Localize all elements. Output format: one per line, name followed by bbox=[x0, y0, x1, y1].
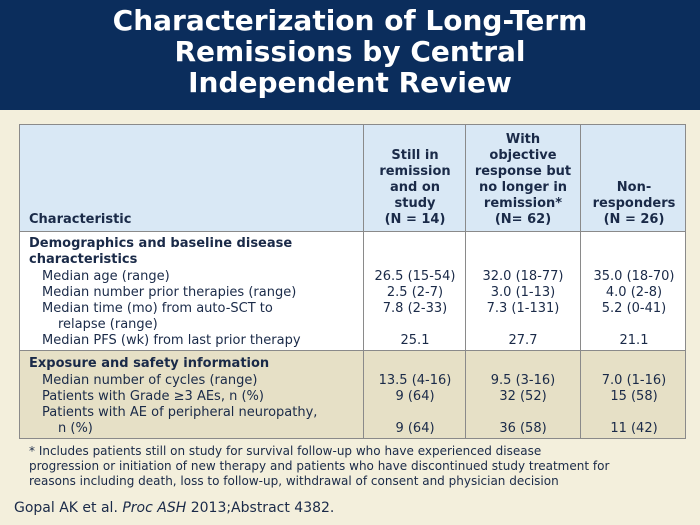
cell-value: 15 (58) bbox=[610, 389, 658, 404]
cell-value: 32.0 (18-77) bbox=[482, 269, 564, 284]
col1-header-line: Still in bbox=[391, 148, 439, 163]
col2-header-line: (N= 62) bbox=[494, 212, 552, 227]
col2-header-line: response but bbox=[474, 164, 572, 179]
cell-value: 9 (64) bbox=[395, 421, 435, 436]
title-line-3: Independent Review bbox=[188, 66, 512, 99]
footnote-line: * Includes patients still on study for s… bbox=[29, 444, 542, 458]
section-exposure-safety bbox=[20, 351, 685, 438]
row-label-neuropathy: Patients with AE of peripheral neuropath… bbox=[42, 405, 318, 420]
row-label-cycles: Median number of cycles (range) bbox=[42, 373, 258, 388]
col2-header-line: objective bbox=[489, 148, 557, 163]
cell-value: 9.5 (3-16) bbox=[490, 373, 556, 388]
footnote-line: progression or initiation of new therapy… bbox=[29, 459, 610, 473]
column-divider bbox=[580, 125, 581, 438]
col-header-still-in-remission: Still in remission and on study (N = 14) bbox=[365, 148, 465, 228]
slide-title: Characterization of Long-Term Remissions… bbox=[0, 5, 700, 98]
col3-header-line: (N = 26) bbox=[603, 212, 665, 227]
cell-value: 25.1 bbox=[400, 333, 430, 348]
col-header-non-responders: Non- responders (N = 26) bbox=[582, 180, 686, 228]
row-label-prior-therapies: Median number prior therapies (range) bbox=[42, 285, 297, 300]
footnote-line: reasons including death, loss to follow-… bbox=[29, 474, 559, 488]
section-title-line: Demographics and baseline disease bbox=[29, 236, 293, 251]
cell-value: 7.0 (1-16) bbox=[601, 373, 667, 388]
col1-header-line: (N = 14) bbox=[384, 212, 446, 227]
cell-value: 7.3 (1-131) bbox=[486, 301, 560, 316]
cell-value: 26.5 (15-54) bbox=[374, 269, 456, 284]
row-label-time-to-relapse-cont: relapse (range) bbox=[58, 317, 158, 332]
cell-value: 13.5 (4-16) bbox=[378, 373, 452, 388]
col-header-objective-response: With objective response but no longer in… bbox=[466, 132, 580, 228]
citation: Gopal AK et al. Proc ASH 2013;Abstract 4… bbox=[14, 500, 334, 517]
column-divider bbox=[465, 125, 466, 438]
cell-value: 27.7 bbox=[508, 333, 538, 348]
col3-header-line: responders bbox=[592, 196, 676, 211]
column-divider bbox=[363, 125, 364, 438]
title-line-1: Characterization of Long-Term bbox=[112, 4, 588, 37]
cell-value: 7.8 (2-33) bbox=[382, 301, 448, 316]
section-demographics bbox=[20, 232, 685, 351]
col2-header-line: remission* bbox=[483, 196, 563, 211]
row-label-time-to-relapse: Median time (mo) from auto-SCT to bbox=[42, 301, 273, 316]
row-label-grade3-aes: Patients with Grade ≥3 AEs, n (%) bbox=[42, 389, 264, 404]
col1-header-line: and on bbox=[389, 180, 441, 195]
cell-value: 5.2 (0-41) bbox=[601, 301, 667, 316]
col1-header-line: remission bbox=[379, 164, 451, 179]
col3-header-line: Non- bbox=[616, 180, 652, 195]
cell-value: 21.1 bbox=[619, 333, 649, 348]
section-title-exposure: Exposure and safety information bbox=[29, 356, 270, 371]
cell-value: 32 (52) bbox=[499, 389, 547, 404]
cell-value: 4.0 (2-8) bbox=[605, 285, 663, 300]
cell-value: 3.0 (1-13) bbox=[490, 285, 556, 300]
citation-journal: Proc ASH bbox=[122, 500, 187, 516]
footnote: * Includes patients still on study for s… bbox=[29, 444, 669, 489]
title-band bbox=[0, 0, 700, 110]
section-title-line: characteristics bbox=[29, 252, 138, 267]
cell-value: 11 (42) bbox=[610, 421, 658, 436]
section-title-demographics: Demographics and baseline disease charac… bbox=[29, 236, 292, 268]
citation-rest: 2013;Abstract 4382. bbox=[186, 500, 335, 516]
title-line-2: Remissions by Central bbox=[174, 35, 526, 68]
table-header-row bbox=[20, 125, 685, 232]
citation-authors: Gopal AK et al. bbox=[14, 500, 123, 516]
col1-header-line: study bbox=[394, 196, 436, 211]
cell-value: 35.0 (18-70) bbox=[593, 269, 675, 284]
row-label-neuropathy-cont: n (%) bbox=[58, 421, 93, 436]
row-label-median-age: Median age (range) bbox=[42, 269, 170, 284]
characteristics-table: Characteristic Still in remission and on… bbox=[19, 124, 686, 439]
cell-value: 9 (64) bbox=[395, 389, 435, 404]
row-label-median-pfs: Median PFS (wk) from last prior therapy bbox=[42, 333, 301, 348]
characteristic-header: Characteristic bbox=[29, 212, 132, 227]
cell-value: 2.5 (2-7) bbox=[386, 285, 444, 300]
cell-value: 36 (58) bbox=[499, 421, 547, 436]
col2-header-line: With bbox=[505, 132, 541, 147]
col2-header-line: no longer in bbox=[478, 180, 568, 195]
